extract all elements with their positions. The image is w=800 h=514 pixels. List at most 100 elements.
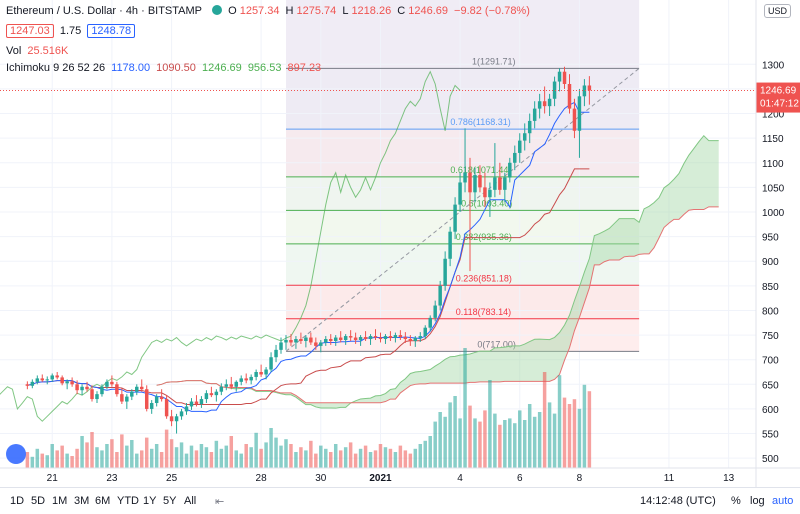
volume-bar	[478, 421, 482, 468]
volume-bar	[587, 391, 592, 468]
fib-level-label: 0.5(1003.40)	[461, 198, 512, 208]
candle-body	[403, 337, 408, 340]
candle-body	[130, 391, 134, 397]
candle-body	[537, 101, 542, 109]
ichimoku-base: 1090.50	[156, 62, 196, 74]
range-1m[interactable]: 1M	[52, 495, 68, 507]
candle-body	[483, 187, 487, 198]
symbol-title[interactable]: Ethereum / U.S. Dollar · 4h · BITSTAMP	[6, 5, 203, 17]
tradingview-logo-icon	[6, 444, 26, 464]
candle-body	[413, 338, 418, 341]
volume-bar	[398, 445, 403, 468]
ask-button[interactable]: 1248.78	[87, 24, 136, 38]
fib-zone-top	[285, 0, 640, 69]
x-tick-label: 8	[577, 473, 583, 484]
volume-bar	[279, 445, 283, 468]
y-tick-label: 650	[762, 380, 779, 391]
candle-body	[388, 336, 393, 339]
candle-body	[567, 84, 572, 109]
volume-bar	[408, 453, 413, 468]
range-all[interactable]: All	[184, 495, 197, 507]
ichimoku-lead-a: 956.53	[247, 62, 282, 74]
fib-level-label: 0.786(1168.31)	[450, 117, 510, 127]
candle-body	[174, 416, 179, 422]
x-tick-label: 6	[517, 473, 523, 484]
candle-body	[269, 357, 273, 370]
fib-level-label: 0.236(851.18)	[456, 273, 512, 283]
volume-bar	[194, 450, 199, 468]
ichimoku-legend[interactable]: Ichimoku 9 26 52 26 1178.00 1090.50 1246…	[6, 62, 324, 74]
volume-bar	[547, 402, 552, 468]
volume-bar	[289, 444, 293, 468]
volume-bar	[110, 439, 114, 468]
volume-bar	[572, 399, 577, 468]
volume-bar	[438, 412, 442, 468]
candle-body	[65, 381, 69, 384]
candle-body	[398, 335, 403, 338]
candle-body	[80, 386, 84, 391]
percent-toggle[interactable]: %	[731, 495, 741, 507]
candle-body	[159, 396, 164, 400]
volume-bar	[189, 445, 194, 468]
volume-bar	[294, 452, 298, 468]
y-tick-label: 500	[762, 454, 779, 465]
volume-bar	[199, 444, 204, 468]
volume-bar	[393, 452, 398, 468]
ichimoku-lagging: 1246.69	[201, 62, 242, 74]
bid-button[interactable]: 1247.03	[6, 24, 54, 38]
candle-body	[45, 379, 49, 381]
volume-legend[interactable]: Vol 25.516K	[6, 45, 71, 57]
currency-badge[interactable]: USD	[764, 4, 792, 18]
range-5d[interactable]: 5D	[31, 495, 46, 507]
volume-bar	[244, 444, 248, 468]
candle-body	[35, 378, 40, 382]
candle-body	[587, 85, 592, 91]
ohlc-high: 1275.74	[296, 5, 337, 17]
volume-bar	[204, 447, 209, 468]
range-5y[interactable]: 5Y	[163, 495, 177, 507]
fib-trend-line	[285, 67, 640, 352]
candle-body	[324, 339, 328, 343]
candle-body	[498, 177, 502, 190]
candle-body	[219, 386, 224, 392]
ohlc-low: 1218.26	[351, 5, 392, 17]
volume-bar	[144, 437, 149, 468]
volume-bar	[120, 434, 124, 468]
y-tick-label: 750	[762, 331, 779, 342]
fib-level-label: 0.382(935.36)	[456, 232, 512, 242]
auto-toggle[interactable]: auto	[772, 495, 794, 507]
log-toggle[interactable]: log	[750, 495, 765, 507]
volume-bar	[314, 453, 318, 468]
candle-body	[179, 411, 184, 417]
candle-body	[204, 393, 209, 400]
range-3m[interactable]: 3M	[74, 495, 90, 507]
clock-time[interactable]: 14:12:48 (UTC)	[640, 495, 716, 507]
volume-bar	[458, 418, 462, 468]
candle-body	[552, 81, 557, 99]
ichimoku-lagging-line	[0, 70, 461, 422]
range-1d[interactable]: 1D	[10, 495, 25, 507]
eye-icon[interactable]	[212, 5, 223, 15]
range-ytd[interactable]: YTD	[117, 495, 139, 507]
date-range-icon[interactable]: ⇤	[215, 496, 225, 508]
volume-bar	[75, 448, 79, 468]
x-tick-label: 13	[723, 473, 735, 484]
volume-bar	[503, 420, 507, 468]
volume-bar	[135, 453, 139, 468]
candle-body	[294, 339, 298, 343]
volume-bar	[229, 436, 234, 468]
candle-body	[453, 204, 457, 232]
price-tag	[756, 82, 800, 113]
range-1y[interactable]: 1Y	[143, 495, 157, 507]
range-6m[interactable]: 6M	[95, 495, 111, 507]
volume-bar	[269, 428, 273, 468]
candle-body	[120, 394, 124, 402]
candle-body	[348, 336, 353, 338]
ohlc-c-label: C	[397, 5, 406, 17]
volume-bar	[542, 372, 547, 468]
volume-bar	[532, 416, 537, 468]
y-tick-label: 550	[762, 430, 779, 441]
volume-bar	[224, 445, 229, 468]
volume-bar	[65, 453, 69, 468]
